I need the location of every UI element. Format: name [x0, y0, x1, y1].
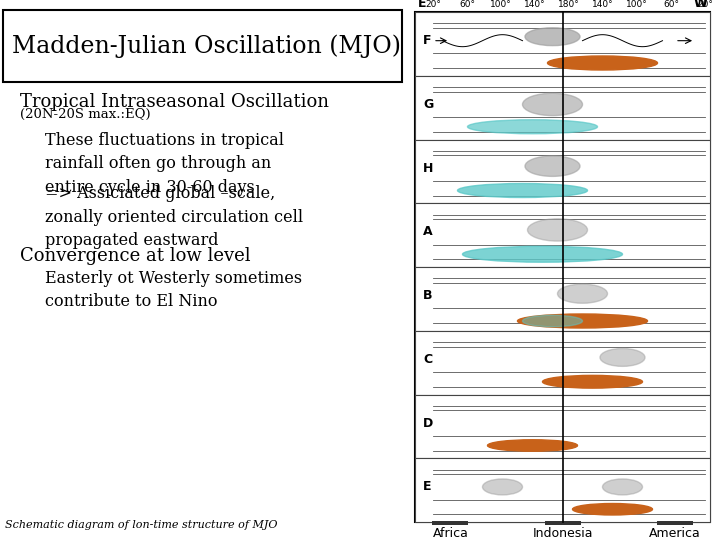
Text: 100°: 100°: [626, 0, 648, 9]
Text: D: D: [423, 417, 433, 430]
FancyBboxPatch shape: [3, 10, 402, 82]
Text: G: G: [423, 98, 433, 111]
Text: Indonesia: Indonesia: [532, 527, 593, 540]
Text: F: F: [423, 34, 431, 47]
Text: Schematic diagram of lon-time structure of MJO: Schematic diagram of lon-time structure …: [5, 520, 277, 530]
Ellipse shape: [457, 184, 588, 198]
Bar: [657, 521, 693, 525]
Text: 140°: 140°: [524, 0, 546, 9]
Text: America: America: [649, 527, 701, 540]
Ellipse shape: [487, 440, 577, 451]
Text: 60°: 60°: [459, 0, 475, 9]
Ellipse shape: [528, 219, 588, 241]
Bar: [415, 76, 710, 139]
Bar: [415, 330, 710, 395]
Text: Madden-Julian Oscillation (MJO): Madden-Julian Oscillation (MJO): [12, 34, 401, 58]
Ellipse shape: [462, 246, 623, 262]
Text: => Assiciated global –scale,
zonally oriented circulation cell
propagated eastwa: => Assiciated global –scale, zonally ori…: [45, 185, 303, 249]
Bar: [415, 458, 710, 522]
Text: These fluctuations in tropical
rainfall often go through an
entire cycle in 30-6: These fluctuations in tropical rainfall …: [45, 132, 284, 196]
Text: B: B: [423, 289, 433, 302]
Ellipse shape: [482, 479, 523, 495]
Text: 100°: 100°: [490, 0, 512, 9]
Ellipse shape: [542, 375, 642, 388]
Bar: [415, 203, 710, 267]
Text: E: E: [423, 481, 431, 494]
Ellipse shape: [467, 120, 598, 134]
Bar: [415, 12, 710, 76]
Text: (20N-20S max.:EQ): (20N-20S max.:EQ): [20, 108, 150, 121]
Text: C: C: [423, 353, 432, 366]
Text: 20°: 20°: [425, 0, 441, 9]
Text: 140°: 140°: [592, 0, 614, 9]
Ellipse shape: [603, 479, 642, 495]
Ellipse shape: [600, 348, 645, 366]
Text: 180°: 180°: [558, 0, 580, 9]
Ellipse shape: [523, 93, 582, 116]
Bar: [544, 521, 580, 525]
Text: Easterly ot Westerly sometimes
contribute to El Nino: Easterly ot Westerly sometimes contribut…: [45, 270, 302, 310]
Text: A: A: [423, 225, 433, 239]
Text: Tropical Intraseasonal Oscillation: Tropical Intraseasonal Oscillation: [20, 93, 329, 111]
Text: W: W: [693, 0, 707, 10]
Bar: [433, 521, 469, 525]
Text: 60°: 60°: [663, 0, 679, 9]
Text: 20°: 20°: [697, 0, 713, 9]
Text: H: H: [423, 161, 433, 174]
Bar: [415, 267, 710, 330]
Text: Africa: Africa: [433, 527, 468, 540]
Ellipse shape: [547, 56, 657, 70]
Ellipse shape: [518, 314, 647, 328]
Ellipse shape: [572, 503, 652, 515]
Ellipse shape: [557, 284, 608, 303]
Text: E: E: [418, 0, 426, 10]
Text: Convergence at low level: Convergence at low level: [20, 247, 251, 265]
Bar: [415, 139, 710, 203]
Bar: [415, 12, 710, 522]
Bar: [415, 395, 710, 458]
Ellipse shape: [525, 156, 580, 177]
Ellipse shape: [523, 315, 582, 327]
Ellipse shape: [525, 28, 580, 45]
